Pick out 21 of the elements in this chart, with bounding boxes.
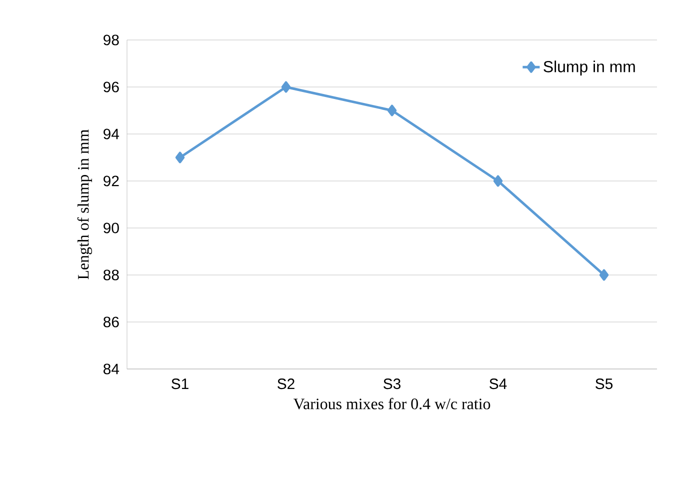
y-tick-label: 84 [104, 364, 120, 374]
y-tick-label: 88 [104, 270, 119, 280]
y-tick-label: 98 [104, 34, 119, 46]
y-tick-label: 90 [104, 222, 119, 234]
point [599, 269, 609, 281]
x-tick-label: S3 [384, 378, 400, 390]
x-axis-title: Various mixes for 0.4 w/c ratio [293, 398, 490, 410]
point [493, 175, 503, 187]
x-tick-label: S2 [278, 378, 294, 390]
x-tick-label: S1 [172, 378, 188, 390]
y-axis-title: Length of slump in mm [77, 129, 92, 280]
point [281, 81, 291, 93]
point [387, 104, 397, 116]
point [175, 152, 185, 164]
y-tick-label: 96 [104, 82, 119, 92]
x-tick-label: S4 [490, 378, 507, 390]
y-tick-label: 86 [104, 316, 119, 328]
legend-label: Slump in mm [544, 60, 635, 76]
x-tick-label: S5 [596, 378, 613, 390]
y-tick-label: 94 [104, 128, 120, 140]
y-tick-label: 92 [104, 176, 119, 186]
